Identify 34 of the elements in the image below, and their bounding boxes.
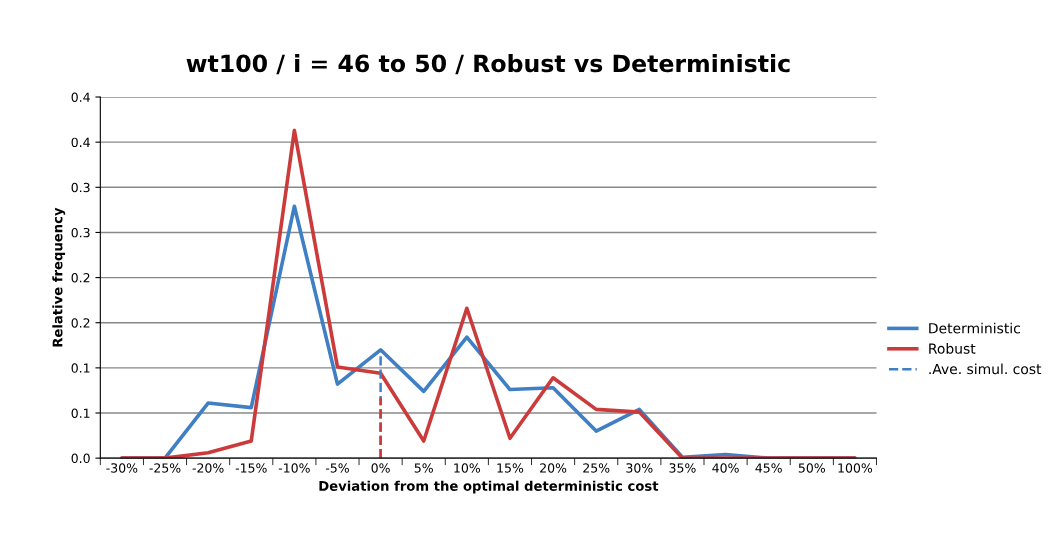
- x-tick-label: -20%: [192, 463, 224, 473]
- x-tick-label: 35%: [669, 463, 696, 473]
- x-tick-label: 15%: [497, 463, 524, 473]
- x-tick-label: -15%: [235, 463, 267, 473]
- y-tick-label: 0.0: [71, 453, 90, 464]
- x-tick-label: 45%: [755, 463, 782, 473]
- y-tick-label: 0.3: [71, 182, 90, 193]
- x-tick-label: 10%: [454, 463, 481, 473]
- x-axis-title: Deviation from the optimal deterministic cost: [319, 480, 659, 494]
- y-tick-label: 0.4: [71, 92, 90, 102]
- y-tick-label: 0.1: [71, 363, 90, 373]
- legend-label: Robust: [929, 343, 976, 354]
- x-tick-label: -10%: [278, 463, 310, 473]
- chart-title: wt100 / i = 46 to 50 / Robust vs Deterministic: [186, 54, 790, 75]
- x-tick-label: 40%: [712, 463, 739, 473]
- y-tick-label: 0.4: [71, 137, 90, 148]
- line-series: [120, 128, 857, 459]
- x-tick-label: -25%: [149, 463, 181, 473]
- legend-label: .Ave. simul. cost: [929, 363, 1042, 375]
- x-tick-label: 25%: [583, 463, 610, 473]
- x-tick-label: 30%: [626, 463, 653, 473]
- y-axis-title: Relative frequency: [52, 207, 66, 347]
- y-tick-label: 0.3: [71, 227, 90, 238]
- x-tick-label: 5%: [414, 463, 433, 473]
- x-tick-label: -30%: [106, 463, 138, 473]
- y-tick-label: 0.1: [71, 408, 90, 418]
- legend-label: Deterministic: [929, 322, 1020, 334]
- x-tick-label: -5%: [325, 463, 349, 473]
- x-tick-label: 100%: [838, 463, 873, 473]
- x-tick-label: 20%: [540, 463, 567, 473]
- y-tick-label: 0.2: [71, 273, 90, 283]
- x-tick-label: 0%: [371, 463, 390, 473]
- y-tick-label: 0.2: [71, 318, 90, 328]
- x-tick-label: 50%: [798, 463, 825, 473]
